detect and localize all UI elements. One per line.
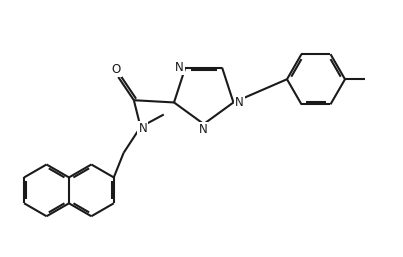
Text: O: O [111, 63, 120, 76]
Text: N: N [235, 96, 244, 109]
Text: N: N [138, 122, 147, 135]
Text: N: N [175, 61, 184, 74]
Text: N: N [199, 123, 208, 136]
